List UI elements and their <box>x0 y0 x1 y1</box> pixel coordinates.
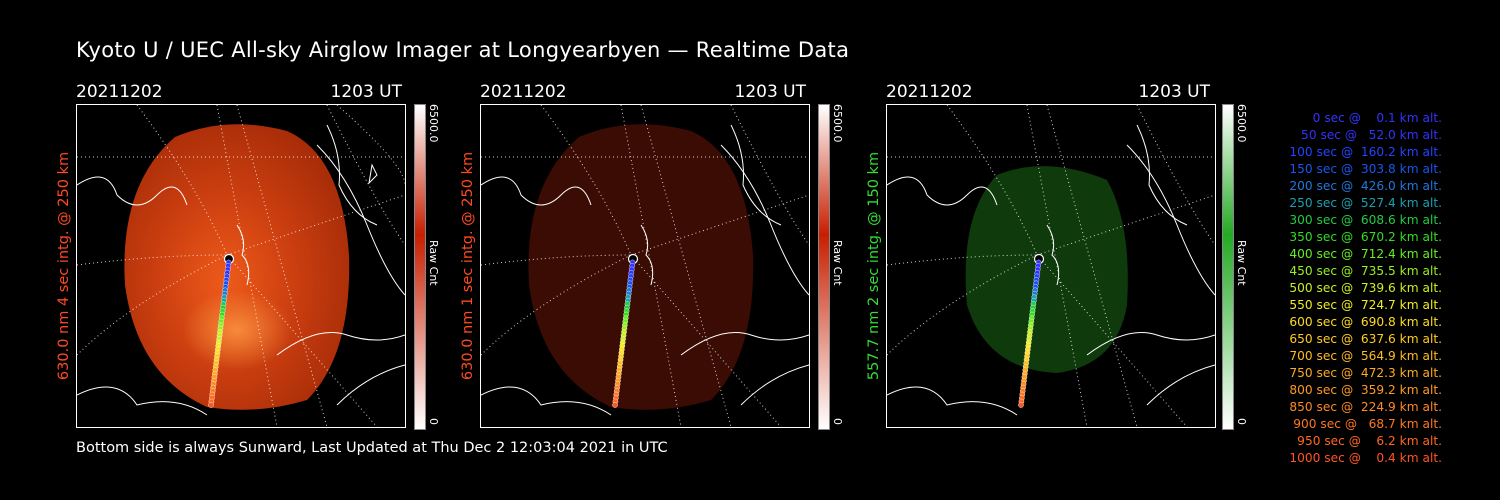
panel-2-image <box>480 104 810 428</box>
legend-row: 300 sec @ 608.6 km alt. <box>1285 213 1442 227</box>
legend-row: 50 sec @ 52.0 km alt. <box>1293 128 1442 142</box>
panel-3-colorbar-max: 6500.0 <box>1235 104 1248 143</box>
panel-2-coastlines <box>481 124 809 416</box>
legend-row: 650 sec @ 637.6 km alt. <box>1285 332 1442 346</box>
footer-note: Bottom side is always Sunward, Last Upda… <box>76 440 668 456</box>
legend-row: 250 sec @ 527.4 km alt. <box>1285 196 1442 210</box>
panel-1-grid <box>77 105 405 427</box>
panel-3-wavelength-label: 557.7 nm 2 sec intg. @ 150 km <box>866 151 882 381</box>
legend-row: 200 sec @ 426.0 km alt. <box>1285 179 1442 193</box>
legend-row: 950 sec @ 6.2 km alt. <box>1293 434 1442 448</box>
page-title: Kyoto U / UEC All-sky Airglow Imager at … <box>76 38 850 62</box>
panel-3-date: 20211202 <box>886 82 973 102</box>
panel-3-sky-disc <box>965 166 1128 373</box>
legend-row: 0 sec @ 0.1 km alt. <box>1301 111 1442 125</box>
legend-row: 150 sec @ 303.8 km alt. <box>1285 162 1442 176</box>
legend-row: 600 sec @ 690.8 km alt. <box>1285 315 1442 329</box>
panel-2-colorbar-unit: Raw Cnt <box>831 240 844 286</box>
legend-row: 450 sec @ 735.5 km alt. <box>1285 264 1442 278</box>
panel-2-colorbar-max: 6500.0 <box>831 104 844 143</box>
panel-1-colorbar-unit: Raw Cnt <box>427 240 440 286</box>
legend-row: 500 sec @ 739.6 km alt. <box>1285 281 1442 295</box>
panel-3-coastlines <box>887 124 1215 416</box>
panel-1-frame <box>76 104 406 428</box>
panel-3-colorbar-min: 0 <box>1235 418 1248 425</box>
trajectory-track <box>1018 253 1045 408</box>
legend-row: 750 sec @ 472.3 km alt. <box>1285 366 1442 380</box>
legend-row: 850 sec @ 224.9 km alt. <box>1285 400 1442 414</box>
panel-3-image <box>886 104 1216 428</box>
panel-2-frame <box>480 104 810 428</box>
panel-3-colorbar <box>1222 104 1234 430</box>
panel-1-aurora-patch <box>182 290 292 370</box>
panel-3-time: 1203 UT <box>1138 82 1211 102</box>
panel-3-colorbar-unit: Raw Cnt <box>1235 240 1248 286</box>
legend-row: 100 sec @ 160.2 km alt. <box>1285 145 1442 159</box>
panel-1-colorbar <box>414 104 426 430</box>
panel-1-wavelength-label: 630.0 nm 4 sec intg. @ 250 km <box>56 151 72 381</box>
legend-row: 800 sec @ 359.2 km alt. <box>1285 383 1442 397</box>
legend-row: 900 sec @ 68.7 km alt. <box>1289 417 1442 431</box>
panel-1-colorbar-min: 0 <box>427 418 440 425</box>
panel-2-time: 1203 UT <box>734 82 807 102</box>
legend-row: 550 sec @ 724.7 km alt. <box>1285 298 1442 312</box>
legend-row: 400 sec @ 712.4 km alt. <box>1285 247 1442 261</box>
panel-3-grid <box>887 105 1215 427</box>
panel-2-grid <box>481 105 809 427</box>
legend-row: 700 sec @ 564.9 km alt. <box>1285 349 1442 363</box>
legend-row: 350 sec @ 670.2 km alt. <box>1285 230 1442 244</box>
trajectory-track <box>208 253 235 408</box>
trajectory-legend: 0 sec @ 0.1 km alt. 50 sec @ 52.0 km alt… <box>1286 110 1442 467</box>
panel-1-sky-disc <box>124 124 350 410</box>
panel-2-colorbar <box>818 104 830 430</box>
trajectory-point <box>612 402 618 408</box>
panel-1-colorbar-max: 6500.0 <box>427 104 440 143</box>
legend-row: 1000 sec @ 0.4 km alt. <box>1289 451 1442 465</box>
panel-3-frame <box>886 104 1216 428</box>
panel-1-image <box>76 104 406 428</box>
trajectory-point <box>1018 402 1024 408</box>
panel-2-wavelength-label: 630.0 nm 1 sec intg. @ 250 km <box>460 151 476 381</box>
trajectory-track <box>612 253 639 408</box>
panel-1-date: 20211202 <box>76 82 163 102</box>
trajectory-point <box>208 402 214 408</box>
panel-2-date: 20211202 <box>480 82 567 102</box>
panel-1-coastlines <box>77 124 405 416</box>
panel-2-sky-disc <box>528 124 754 410</box>
panel-1-time: 1203 UT <box>330 82 403 102</box>
panel-2-colorbar-min: 0 <box>831 418 844 425</box>
